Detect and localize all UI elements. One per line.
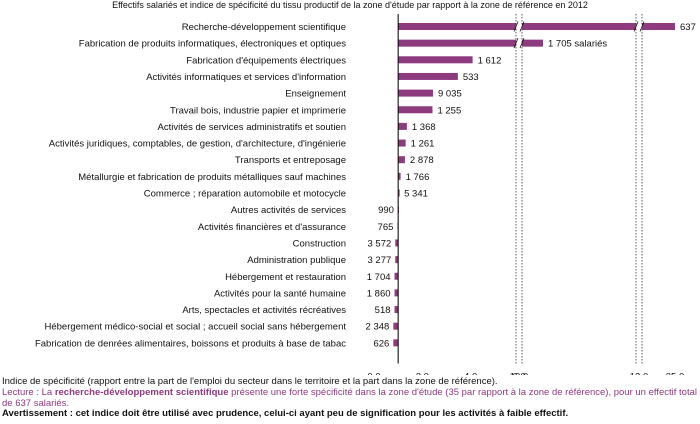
category-label: Fabrication de denrées alimentaires, boi… — [35, 338, 346, 349]
bar — [398, 122, 407, 130]
lecture-note: Lecture : La recherche-développement sci… — [2, 386, 698, 410]
bar — [398, 39, 543, 47]
data-label: 626 — [373, 338, 389, 349]
data-label: 1 766 — [406, 172, 430, 183]
bar — [398, 72, 458, 80]
data-label: 637 — [680, 22, 696, 33]
category-label: Fabrication d'équipements électriques — [186, 55, 346, 66]
reference-lines — [397, 14, 643, 364]
bar — [394, 289, 399, 297]
data-label: 5 341 — [404, 189, 428, 200]
category-label: Hébergement médico-social et social ; ac… — [44, 322, 346, 333]
data-label: 1 612 — [478, 55, 502, 66]
bar-break-mark — [513, 38, 519, 49]
category-label: Fabrication de produits informatiques, é… — [79, 39, 346, 50]
chart-title: Effectifs salariés et indice de spécific… — [112, 0, 588, 10]
category-label: Activités informatiques et services d'in… — [146, 72, 346, 83]
data-label: 1 860 — [367, 288, 391, 299]
data-label: 2 878 — [410, 155, 434, 166]
bar — [398, 139, 406, 147]
category-label: Hébergement et restauration — [225, 272, 346, 283]
lecture-bold: recherche-développement scientifique — [54, 386, 229, 398]
category-label: Autres activités de services — [231, 205, 346, 216]
data-label: 1 704 — [367, 272, 391, 283]
bar — [394, 272, 399, 280]
bar — [395, 256, 399, 264]
bar — [398, 56, 473, 64]
category-labels: Recherche-développement scientifique Fabr… — [35, 22, 346, 349]
lecture-prefix: Lecture : La — [2, 386, 55, 398]
bar — [393, 322, 399, 330]
bar — [395, 239, 399, 247]
warning-note: Avertissement : cet indice doit être uti… — [2, 408, 569, 420]
category-label: Construction — [293, 238, 346, 249]
category-label: Transports et entreposage — [235, 155, 346, 166]
chart-area: Recherche-développement scientifique Fabr… — [35, 14, 696, 376]
data-label: 1 368 — [412, 122, 436, 133]
bar — [398, 156, 405, 164]
category-label: Activités de services administratifs et … — [158, 122, 347, 133]
x-tick-label: 2,0 — [416, 372, 429, 376]
bar-break-mark — [519, 38, 525, 49]
data-label: 3 277 — [367, 255, 391, 266]
category-label: Enseignement — [285, 89, 346, 100]
category-label: Activités juridiques, comptables, de ges… — [49, 139, 346, 150]
notes: Indice de spécificité (rapport entre la … — [2, 376, 698, 420]
x-tick-label: 4,0 — [464, 372, 477, 376]
category-label: Activités pour la santé humaine — [214, 288, 346, 299]
bar — [398, 172, 401, 180]
indice-note: Indice de spécificité (rapport entre la … — [2, 376, 498, 387]
bar — [398, 23, 675, 30]
x-tick-label: 10,0 — [510, 372, 529, 376]
x-tick-label: 12,0 — [630, 372, 649, 376]
data-label: 1 255 — [437, 105, 461, 116]
bar — [394, 306, 399, 314]
x-tick-label: 6,0 — [512, 372, 525, 376]
data-label: 3 572 — [367, 238, 391, 249]
x-tick-label: 35,0 — [666, 372, 685, 376]
x-tick-label: 0,0 — [367, 372, 380, 376]
data-label: 518 — [375, 305, 391, 316]
bar-break-gap — [516, 38, 522, 48]
lecture-suffix: présente une forte spécificité dans la z… — [2, 386, 698, 409]
bar-break-gap — [516, 22, 522, 31]
bar — [398, 106, 433, 114]
data-label: 1 261 — [411, 139, 435, 150]
bar — [393, 339, 399, 347]
category-label: Travail bois, industrie papier et imprim… — [170, 105, 346, 116]
category-label: Arts, spectacles et activités récréative… — [182, 305, 346, 316]
category-label: Commerce ; réparation automobile et moto… — [144, 189, 346, 200]
bar-break-gap — [636, 22, 642, 31]
category-label: Recherche-développement scientifique — [182, 22, 346, 33]
x-axis: 0,0 2,0 4,0 6,010,0 12,0 35,0 — [367, 372, 684, 376]
category-label: Métallurgie et fabrication de produits m… — [78, 172, 346, 183]
bar — [398, 189, 400, 197]
category-label: Activités financières et d'assurance — [198, 222, 346, 233]
data-label: 2 348 — [366, 322, 390, 333]
data-label: 9 035 — [438, 89, 462, 100]
data-label: 533 — [463, 72, 479, 83]
bar — [398, 89, 433, 97]
category-label: Administration publique — [247, 255, 346, 266]
data-label: 990 — [378, 205, 394, 216]
data-label: 1 705 salariés — [548, 39, 607, 50]
data-label: 765 — [378, 222, 394, 233]
